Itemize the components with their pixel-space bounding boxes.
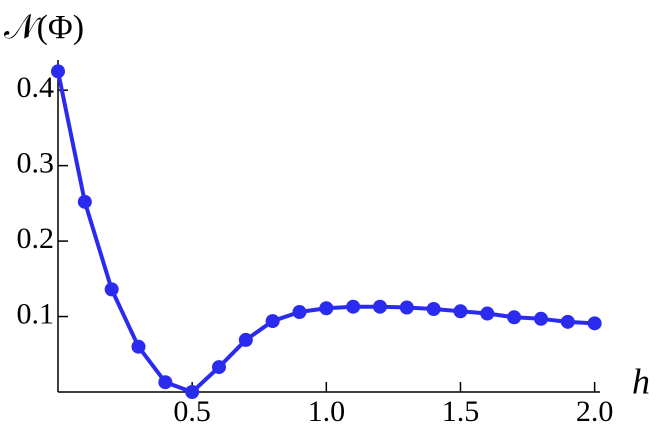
x-tick-label: 2.0	[576, 395, 614, 428]
point	[131, 339, 146, 354]
point	[480, 306, 495, 321]
point	[507, 310, 522, 325]
point	[426, 302, 441, 316]
point	[587, 316, 602, 331]
x-axis-label: h	[632, 361, 650, 401]
x-tick-label: 0.5	[173, 395, 211, 428]
point	[238, 332, 253, 347]
x-tick-label: 1.0	[308, 395, 346, 428]
point	[51, 64, 65, 79]
point	[211, 360, 226, 375]
y-tick-label: 0.3	[17, 147, 55, 180]
point	[319, 301, 334, 316]
point	[265, 314, 280, 329]
point	[77, 194, 92, 209]
point	[533, 311, 548, 326]
point	[104, 282, 119, 297]
point	[453, 304, 468, 319]
point	[185, 385, 200, 399]
y-tick-label: 0.1	[17, 297, 55, 330]
point	[372, 299, 387, 314]
point	[346, 299, 361, 314]
point	[158, 375, 173, 390]
point	[399, 300, 414, 315]
point	[292, 305, 307, 320]
y-tick-label: 0.2	[17, 222, 55, 255]
point	[560, 314, 575, 329]
x-tick-label: 1.5	[442, 395, 480, 428]
y-tick-label: 0.4	[17, 71, 55, 104]
y-axis-label: 𝒩(Φ)	[4, 9, 84, 46]
